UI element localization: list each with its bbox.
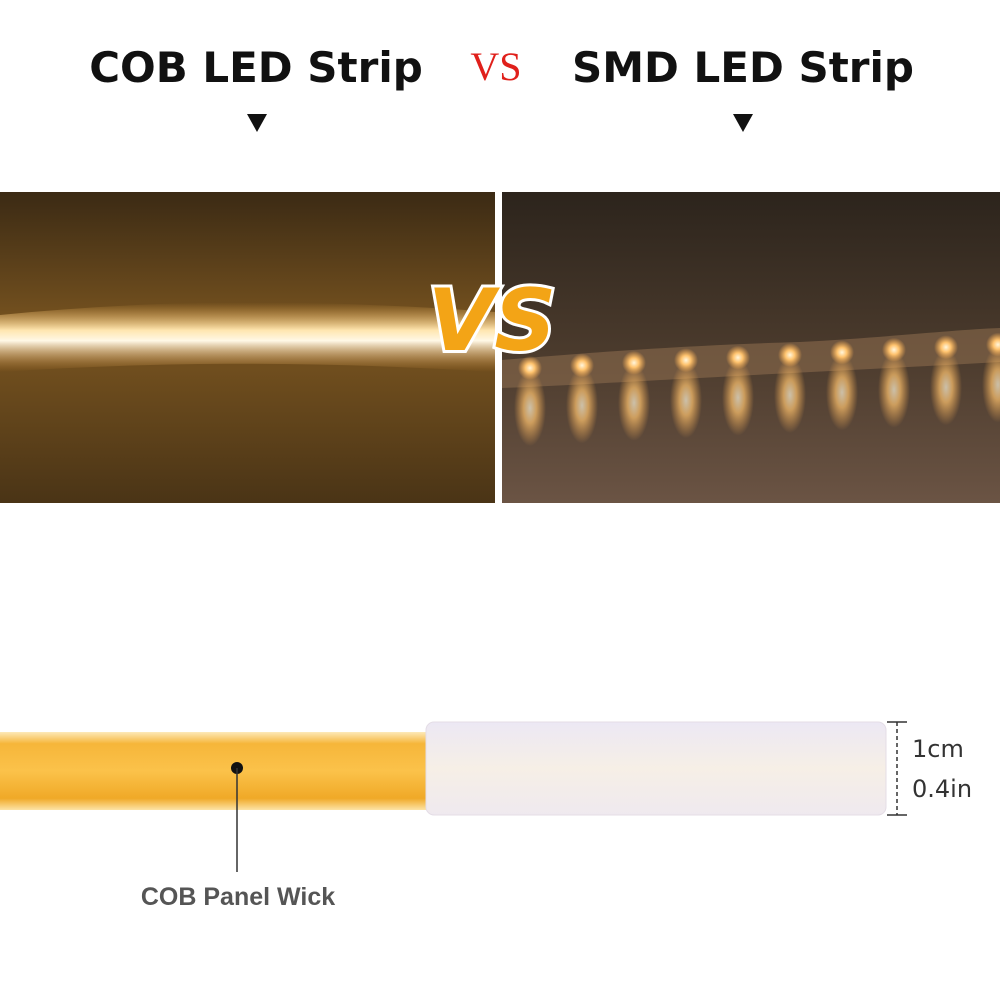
callout-label: COB Panel Wick: [141, 883, 335, 911]
smd-photo: [502, 192, 1000, 503]
vs-label: VS: [470, 44, 521, 89]
dimension-imperial: 0.4in: [912, 775, 972, 803]
led-reflection: [930, 349, 962, 426]
vs-badge: VS: [428, 271, 557, 371]
led: [622, 350, 646, 375]
led-reflection: [878, 351, 910, 428]
led-reflection: [982, 346, 1000, 423]
led: [934, 335, 958, 360]
pointer: [733, 114, 753, 132]
led: [986, 332, 1000, 357]
strip-diagram: [0, 721, 887, 872]
led: [726, 345, 750, 370]
dimension-metric: 1cm: [912, 735, 964, 763]
right-title: SMD LED Strip: [572, 43, 914, 92]
led-reflection: [826, 354, 858, 431]
led: [518, 356, 542, 380]
led: [674, 348, 698, 373]
led-reflection: [514, 370, 546, 446]
led-reflection: [566, 367, 598, 444]
cob-photo: [0, 192, 495, 503]
led: [570, 353, 594, 378]
dimension-marker: [887, 721, 907, 816]
led: [778, 343, 802, 367]
led-reflection: [618, 364, 650, 441]
led-reflection: [722, 359, 754, 436]
left-title: COB LED Strip: [89, 43, 423, 92]
pointer: [247, 114, 267, 132]
led: [830, 340, 854, 365]
led: [882, 337, 906, 362]
led-reflection: [670, 362, 702, 439]
led-reflection: [774, 357, 806, 433]
